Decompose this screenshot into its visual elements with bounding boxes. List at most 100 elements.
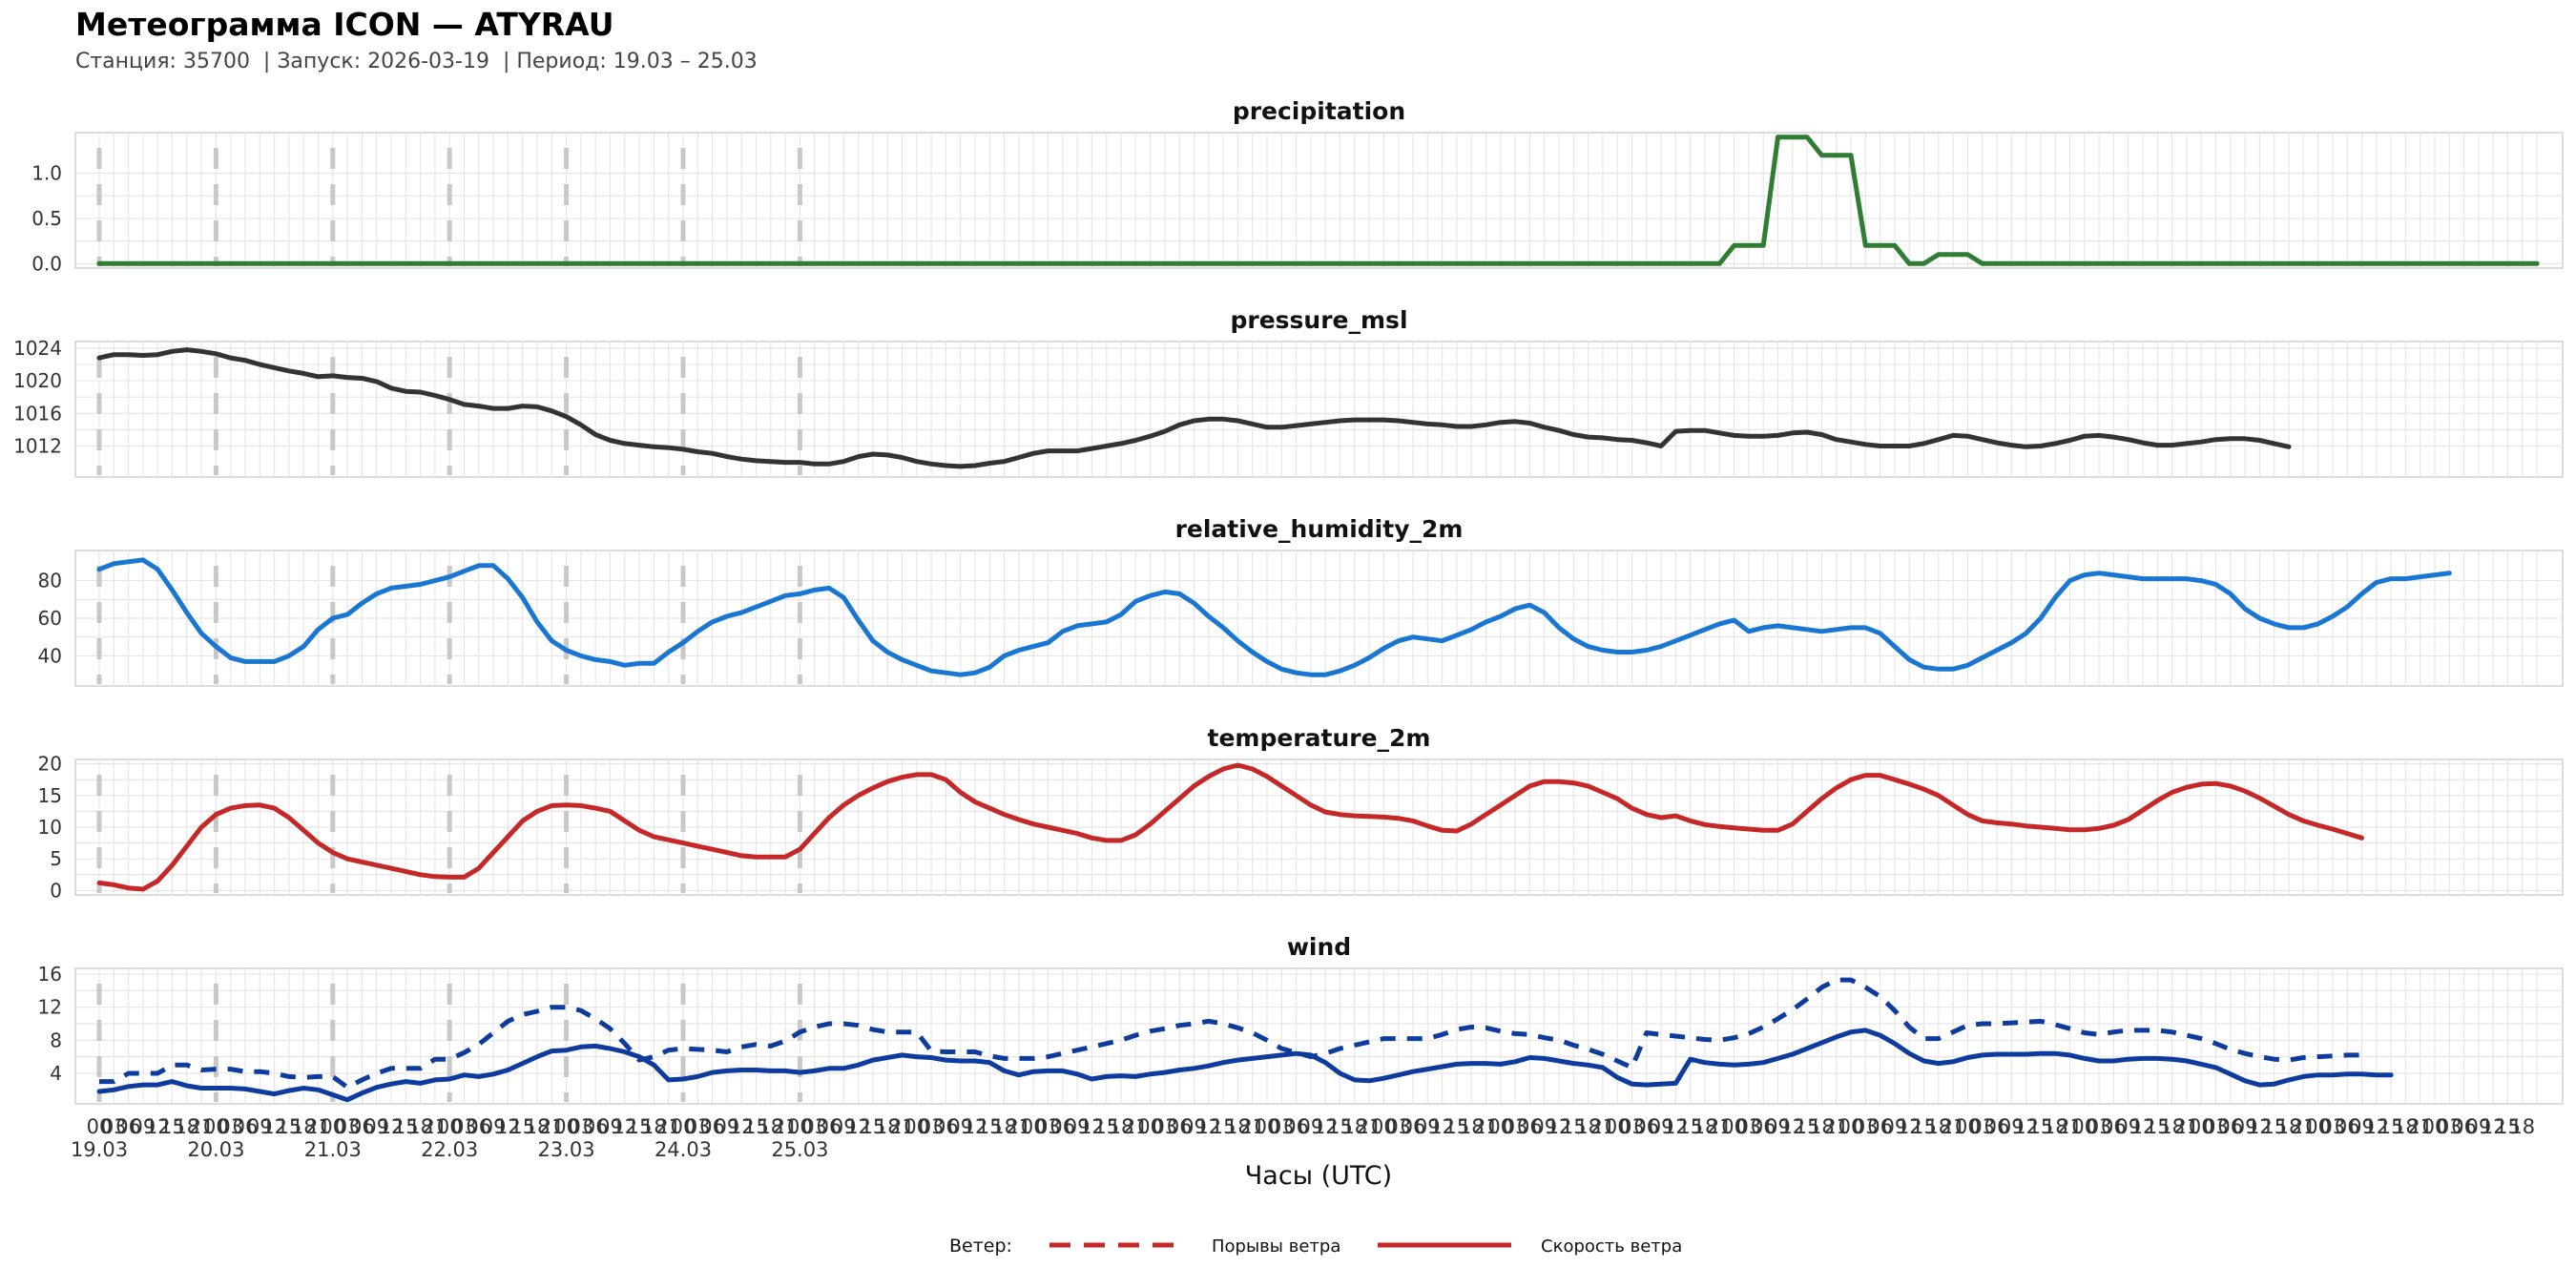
x-tick-label: 09 (1765, 1115, 1791, 1138)
legend-label-speed: Скорость ветра (1541, 1236, 1682, 1257)
x-tick-label: 12 (1663, 1115, 1689, 1138)
panel-title: pressure_msl (1230, 306, 1407, 334)
x-tick-label: 18 (991, 1115, 1017, 1138)
y-tick-label: 8 (50, 1028, 62, 1051)
x-tick-label: 21 (305, 1115, 331, 1138)
x-tick-label: 12 (379, 1115, 405, 1138)
x-tick-label: 03 (801, 1115, 827, 1138)
x-tick-label: 00 (320, 1115, 345, 1138)
x-tick-label: 09 (1181, 1115, 1207, 1138)
x-tick-label: 12 (2363, 1115, 2389, 1138)
x-tick-label: 12 (729, 1115, 755, 1138)
x-tick-label: 12 (495, 1115, 521, 1138)
x-tick-label: 18 (1693, 1115, 1718, 1138)
x-tick-label: 00 (1371, 1115, 1397, 1138)
x-day-label: 20.03 (187, 1138, 244, 1161)
x-tick-label: 09 (1415, 1115, 1441, 1138)
x-tick-label: 15 (2028, 1115, 2054, 1138)
x-tick-label: 18 (758, 1115, 783, 1138)
x-tick-label: 09 (364, 1115, 389, 1138)
x-tick-label: 15 (1911, 1115, 1937, 1138)
x-tick-label: 00 (671, 1115, 696, 1138)
x-tick-label: 15 (1444, 1115, 1470, 1138)
x-tick-label: 15 (2261, 1115, 2287, 1138)
x-tick-label: 12 (1547, 1115, 1572, 1138)
x-tick-label: 03 (1736, 1115, 1762, 1138)
y-tick-label: 20 (38, 753, 62, 776)
panel-title: temperature_2m (1208, 724, 1431, 752)
x-tick-label: 15 (277, 1115, 302, 1138)
x-day-label: 21.03 (304, 1138, 362, 1161)
x-tick-label: 15 (861, 1115, 886, 1138)
x-tick-label: 21 (1941, 1115, 1966, 1138)
x-tick-label: 21 (1239, 1115, 1265, 1138)
x-tick-label: 09 (1531, 1115, 1557, 1138)
y-tick-label: 4 (50, 1062, 62, 1085)
x-tick-label: 12 (612, 1115, 637, 1138)
x-tick-label: 12 (1079, 1115, 1105, 1138)
x-tick-label: 03 (2320, 1115, 2346, 1138)
x-tick-label: 21 (1123, 1115, 1149, 1138)
x-tick-label: 06 (1517, 1115, 1543, 1138)
x-tick-label: 06 (583, 1115, 609, 1138)
x-tick-label: 12 (2130, 1115, 2156, 1138)
x-tick-label: 15 (2145, 1115, 2171, 1138)
y-tick-label: 1016 (13, 402, 62, 425)
x-tick-label: 21 (539, 1115, 565, 1138)
x-tick-label: 21 (2291, 1115, 2316, 1138)
x-tick-label: 00 (1839, 1115, 1864, 1138)
x-tick-label: 21 (655, 1115, 681, 1138)
x-tick-label: 15 (1795, 1115, 1820, 1138)
x-tick-label: 06 (466, 1115, 491, 1138)
x-tick-label: 00 (1137, 1115, 1163, 1138)
x-tick-label: 00 (787, 1115, 813, 1138)
x-tick-label: 06 (115, 1115, 141, 1138)
x-tick-label: 12 (2013, 1115, 2039, 1138)
x-tick-label: 12 (1429, 1115, 1455, 1138)
x-tick-label: 00 (1255, 1115, 1280, 1138)
x-tick-label: 00 (437, 1115, 463, 1138)
x-tick-label: 12 (2481, 1115, 2506, 1138)
x-tick-label: 00 (1605, 1115, 1631, 1138)
x-tick-label: 15 (627, 1115, 653, 1138)
x-tick-label: 09 (831, 1115, 857, 1138)
x-tick-label: 18 (1925, 1115, 1951, 1138)
x-tick-label: 06 (1167, 1115, 1193, 1138)
x-tick-label: 03 (1153, 1115, 1178, 1138)
x-tick-label: 09 (2349, 1115, 2375, 1138)
y-tick-label: 5 (50, 847, 62, 870)
x-tick-label: 18 (2393, 1115, 2419, 1138)
x-tick-label: 18 (875, 1115, 901, 1138)
x-tick-label: 21 (2407, 1115, 2433, 1138)
x-tick-label: 15 (1093, 1115, 1119, 1138)
wind-series-line (96, 1028, 2394, 1103)
x-tick-label: 03 (569, 1115, 594, 1138)
x-tick-label: 15 (159, 1115, 185, 1138)
x-tick-label: 12 (1195, 1115, 1221, 1138)
x-tick-label: 03 (335, 1115, 361, 1138)
precipitation-series-line (96, 135, 2540, 266)
x-tick-label: 06 (699, 1115, 725, 1138)
panel-frame (74, 132, 2564, 269)
x-tick-label: 09 (947, 1115, 973, 1138)
x-day-label: 23.03 (538, 1138, 595, 1161)
panel-title: wind (1287, 933, 1351, 961)
x-tick-label: 18 (1459, 1115, 1485, 1138)
x-tick-label: 06 (2335, 1115, 2360, 1138)
x-tick-label: 06 (233, 1115, 259, 1138)
x-tick-label: 18 (1809, 1115, 1835, 1138)
x-tick-label: 12 (845, 1115, 871, 1138)
y-tick-label: 80 (38, 570, 62, 592)
x-tick-label: 00 (1021, 1115, 1047, 1138)
x-tick-label: 06 (349, 1115, 375, 1138)
page-title: Метеограмма ICON — ATYRAU (75, 6, 614, 43)
y-tick-label: 1.0 (31, 162, 62, 185)
x-tick-label: 21 (2174, 1115, 2200, 1138)
legend-label-gusts: Порывы ветра (1212, 1236, 1340, 1257)
x-tick-label: 06 (2451, 1115, 2477, 1138)
x-tick-label: 12 (963, 1115, 988, 1138)
x-day-label: 22.03 (421, 1138, 478, 1161)
x-tick-label: 06 (1049, 1115, 1075, 1138)
y-tick-label: 16 (38, 963, 62, 986)
